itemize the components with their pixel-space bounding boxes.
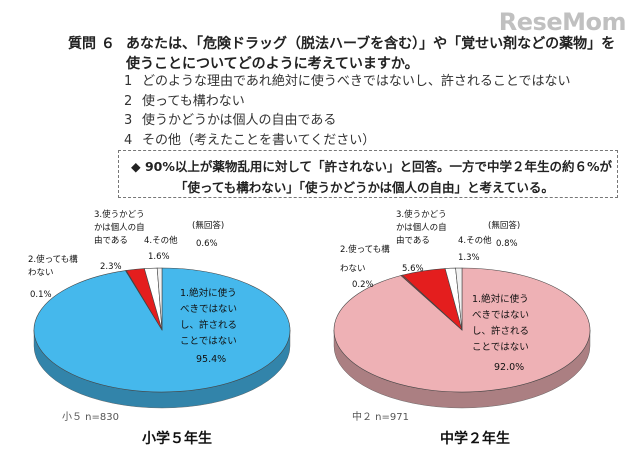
summary-box: ◆ 90%以上が薬物乱用に対して「許されない」と回答。一方で中学２年生の約６%が… [118,150,618,198]
elem-label-opt3: 3.使うかどう かは個人の自 由である [94,210,145,246]
question-text-line2: 使うことについてどのように考えていますか。 [126,56,419,72]
jhs-chart-caption: 中学２年生 [440,431,510,447]
jhs-value-opt3: 5.6% [402,264,424,274]
jhs-label-opt2: 2.使っても構 わない [340,245,390,274]
option-text: 使っても構わない [142,93,245,109]
option-number: 4 [124,132,133,148]
elem-pie-slice-4 [156,267,163,331]
jhs-value-noans: 0.8% [496,239,518,249]
answer-options-list: 1 どのような理由であれ絶対に使うべきではないし、許されることではない 2 使っても… [124,72,570,150]
option-number: 1 [124,74,133,89]
resemom-logo: ReseMom [498,8,627,36]
answer-option: 3 使うかどうかは個人の自由である [124,111,570,131]
elem-label-opt2: 2.使っても構 わない [28,255,78,278]
jhs-pie-slice-4 [455,267,463,331]
elem-value-opt4: 1.6% [148,252,170,262]
option-text: どのような理由であれ絶対に使うべきではないし、許されることではない [142,74,571,89]
elem-label-opt1: 1.絶対に使う べきではない し、許される ことではない [180,288,238,347]
jhs-n-label: 中２ n=971 [352,412,409,423]
elem-n-label: 小５ n=830 [62,412,119,423]
jhs-label-noans: (無回答) [488,221,521,231]
summary-line2: 「使っても構わない」「使うかどうかは個人の自由」と考えている。 [175,180,554,195]
question-number: 質問 ６ [68,36,115,52]
answer-option: 4 その他（考えたことを書いてください） [124,131,570,151]
option-number: 2 [124,93,133,109]
jhs-value-opt4: 1.3% [458,253,480,263]
answer-option: 2 使っても構わない [124,92,570,112]
question-heading: 質問 ６ あなたは、「危険ドラッグ（脱法ハーブを含む）」や「覚せい剤などの薬物」… [68,34,628,74]
option-text: その他（考えたことを書いてください） [142,132,376,148]
question-text-line1: あなたは、「危険ドラッグ（脱法ハーブを含む）」や「覚せい剤などの薬物」を [126,36,616,52]
option-text: 使うかどうかは個人の自由である [142,113,337,128]
elem-label-noans: (無回答) [192,221,225,231]
elem-chart-caption: 小学５年生 [142,431,212,447]
jhs-value-opt1: 92.0% [494,362,525,373]
summary-line1: ◆ 90%以上が薬物乱用に対して「許されない」と回答。一方で中学２年生の約６%が [131,159,613,174]
answer-option: 1 どのような理由であれ絶対に使うべきではないし、許されることではない [124,72,570,92]
jhs-label-opt4: 4.その他 [458,236,492,246]
elem-value-opt1: 95.4% [196,354,227,365]
elem-label-opt4: 4.その他 [144,236,178,246]
option-number: 3 [124,113,133,128]
jhs-value-opt2: 0.2% [352,280,374,290]
elem-value-noans: 0.6% [196,239,218,249]
elem-value-opt2: 0.1% [30,290,52,300]
jhs-label-opt3: 3.使うかどう かは個人の自 由である [396,210,447,246]
elem-value-opt3: 2.3% [100,262,122,272]
jhs-label-opt1: 1.絶対に使う べきではない し、許される ことではない [472,294,530,353]
